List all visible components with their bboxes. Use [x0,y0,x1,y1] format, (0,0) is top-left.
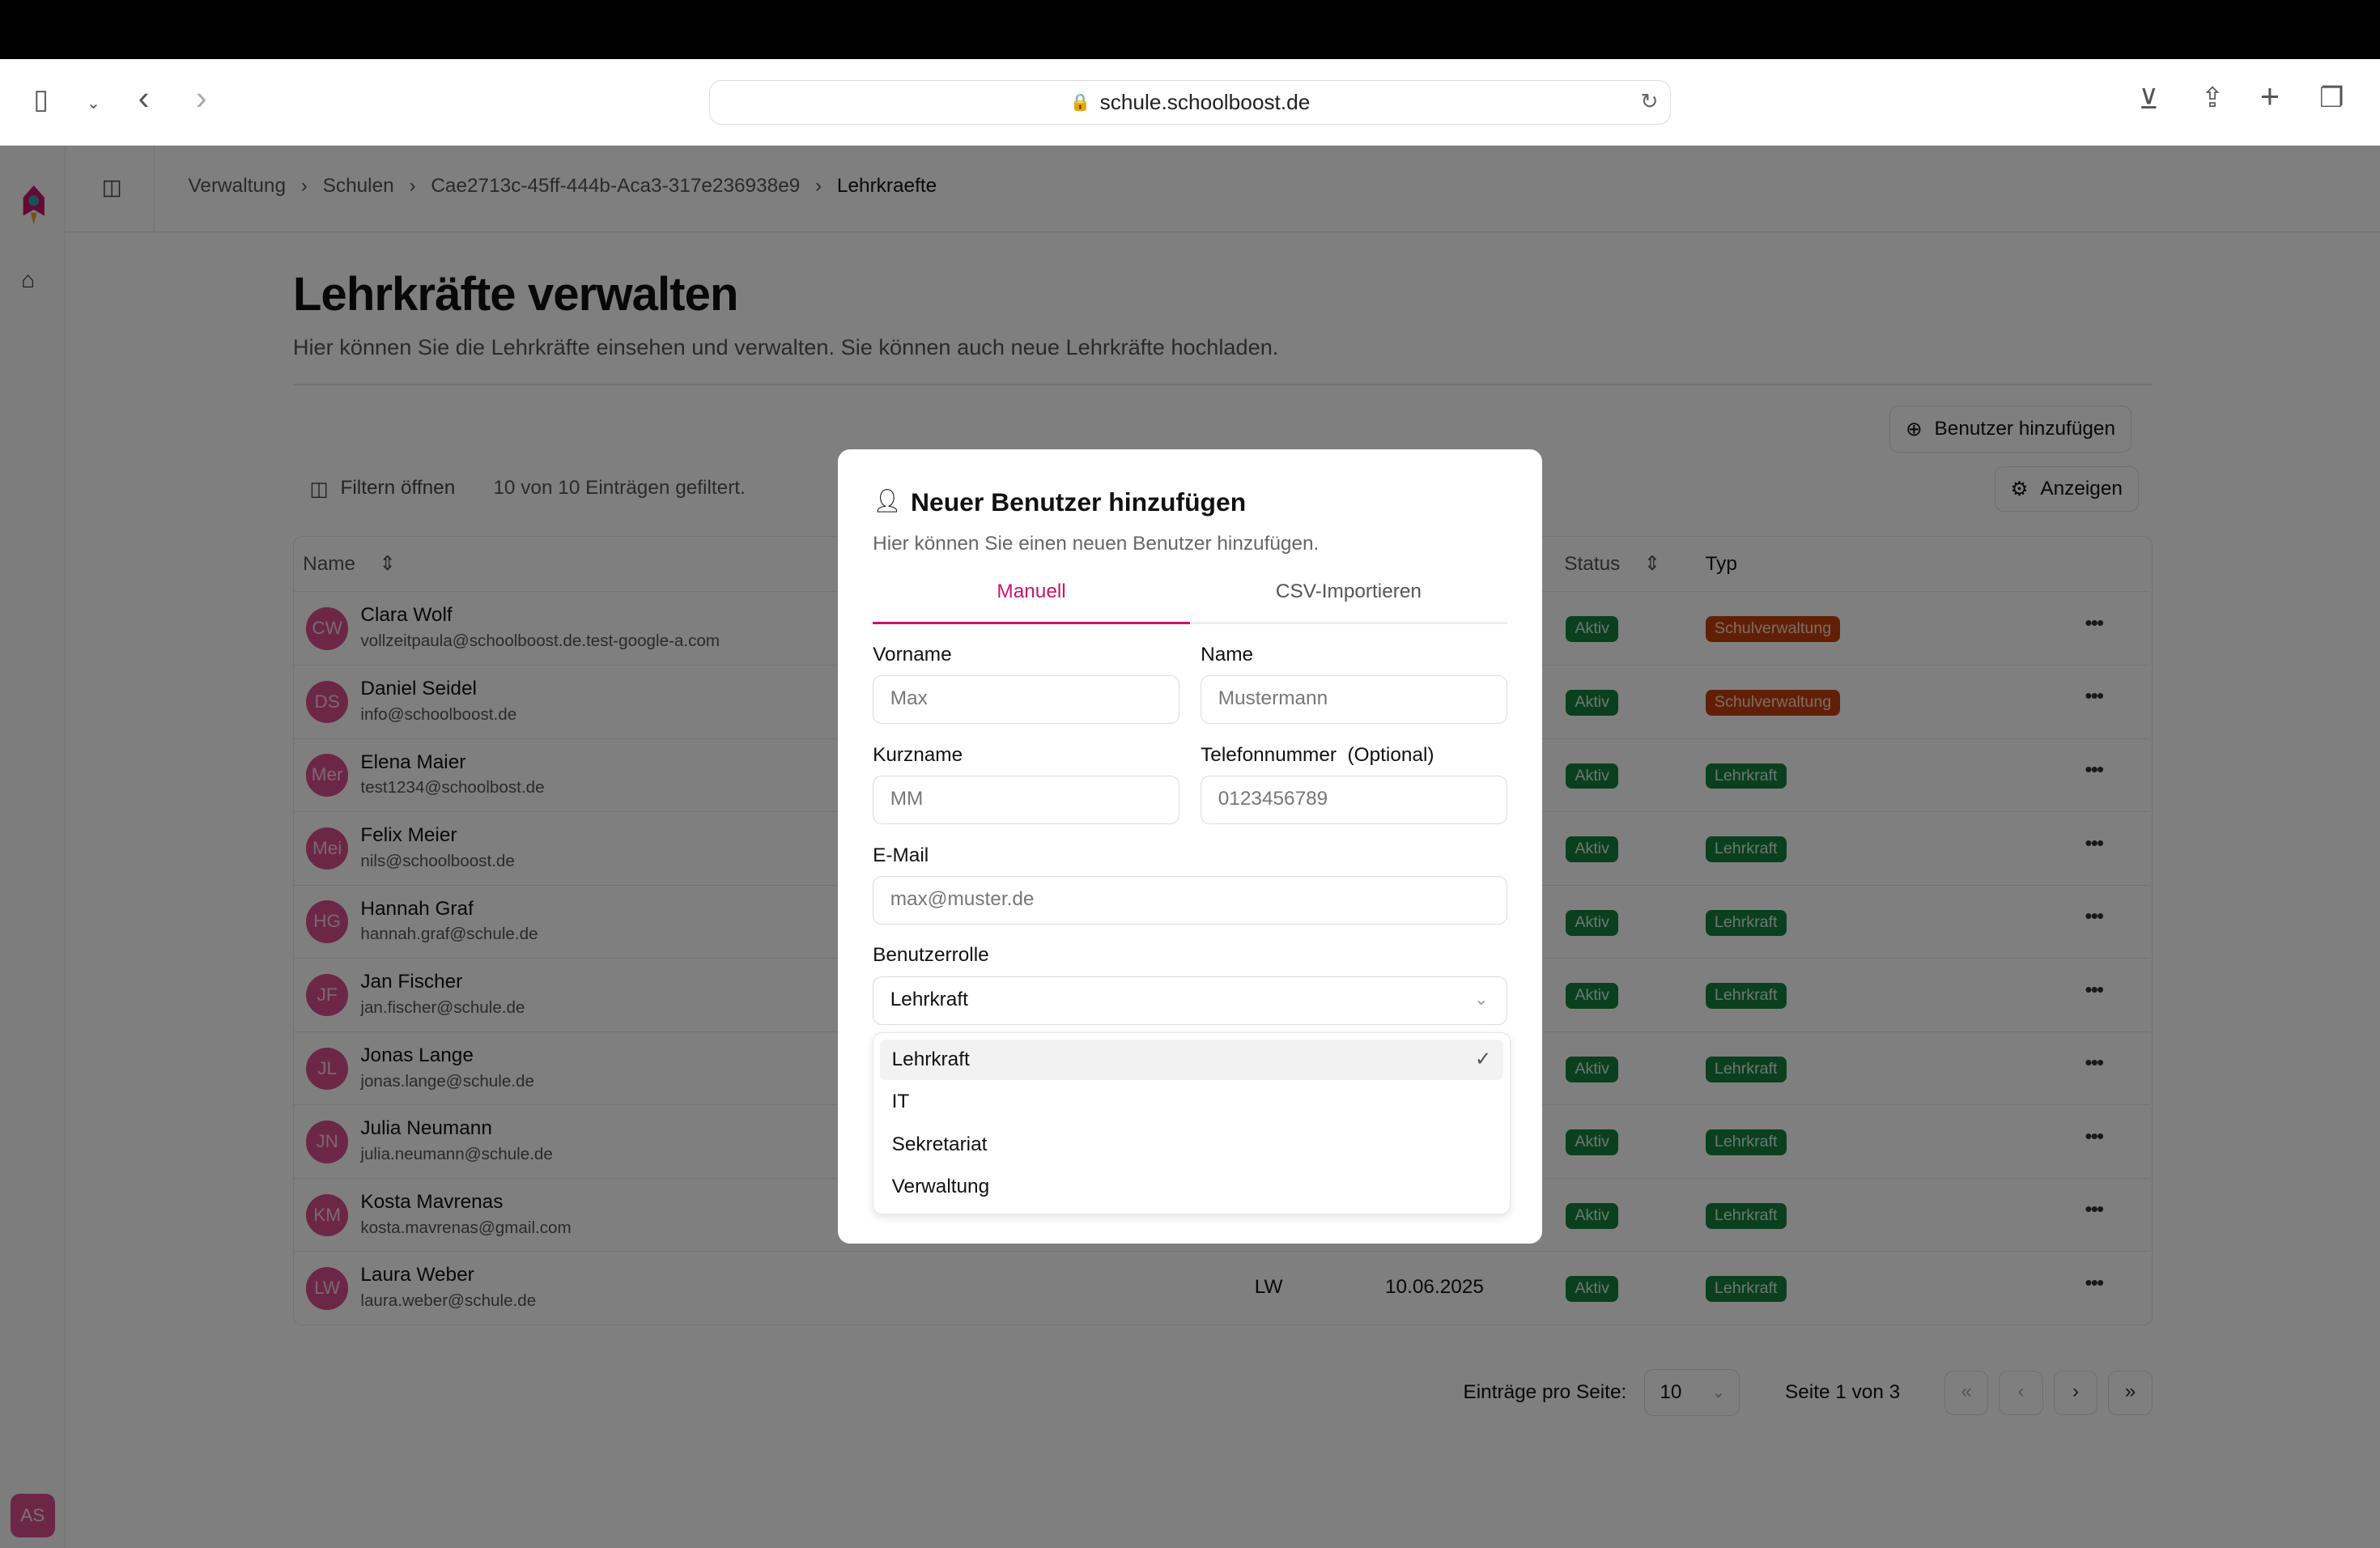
chevron-down-icon: ⌄ [1474,989,1489,1009]
email-label: E-Mail [873,844,929,866]
back-icon[interactable]: ‹ [138,79,150,117]
chevron-down-icon[interactable]: ⌄ [86,93,101,113]
phone-input[interactable]: 0123456789 [1201,776,1507,825]
lock-icon: 🔒 [1069,92,1091,112]
first-name-label: Vorname [873,644,952,666]
share-icon[interactable]: ⇪ [2200,83,2225,113]
dialog-title: Neuer Benutzer hinzufügen [911,487,1247,517]
short-name-input[interactable]: MM [873,776,1179,825]
add-user-dialog: 👤︎ Neuer Benutzer hinzufügen Hier können… [838,449,1542,1244]
role-option-verwaltung[interactable]: Verwaltung [891,1176,990,1197]
phone-label: Telefonnummer (Optional) [1201,743,1434,766]
user-icon: 👤︎ [873,487,902,513]
reload-icon[interactable]: ↻ [1640,88,1659,113]
role-dropdown: Lehrkraft ✓ IT Sekretariat Verwaltung [873,1032,1511,1214]
tabs-overview-icon[interactable]: ❐ [2319,83,2344,113]
tab-csv-import[interactable]: CSV-Importieren [1190,569,1507,624]
address-bar[interactable]: 🔒 schule.schoolboost.de ↻ [708,80,1672,125]
window-top-bar [0,0,2380,60]
first-name-input[interactable]: Max [873,675,1179,725]
role-option-sekretariat[interactable]: Sekretariat [891,1133,988,1155]
last-name-label: Name [1201,644,1254,666]
forward-icon[interactable]: › [195,79,207,117]
dialog-subtitle: Hier können Sie einen neuen Benutzer hin… [873,533,1320,555]
role-select[interactable]: Lehrkraft ⌄ [873,976,1507,1025]
role-label: Benutzerrolle [873,944,989,967]
browser-toolbar: ▯ ⌄ ‹ › ⊻ ⇪ + ❐ [0,59,2380,146]
url-text: schule.schoolboost.de [1099,90,1311,115]
download-icon[interactable]: ⊻ [2138,83,2159,115]
tab-manuell[interactable]: Manuell [873,569,1190,624]
check-icon: ✓ [1474,1048,1492,1070]
short-name-label: Kurzname [873,743,963,766]
new-tab-icon[interactable]: + [2259,78,2280,116]
role-option-lehrkraft[interactable]: Lehrkraft ✓ [879,1039,1504,1081]
email-input[interactable]: max@muster.de [873,875,1507,925]
last-name-input[interactable]: Mustermann [1201,675,1507,725]
role-option-it[interactable]: IT [891,1091,910,1112]
sidebar-toggle-icon[interactable]: ▯ [33,83,49,115]
